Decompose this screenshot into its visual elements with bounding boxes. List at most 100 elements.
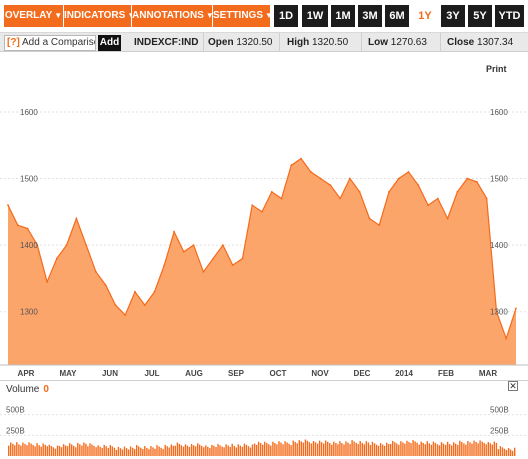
volume-bar bbox=[280, 442, 282, 456]
volume-bar bbox=[459, 440, 461, 456]
volume-bar bbox=[325, 440, 327, 456]
volume-bar bbox=[475, 441, 477, 456]
volume-bar bbox=[408, 442, 410, 456]
range-5y-button[interactable]: 5Y bbox=[468, 5, 492, 27]
volume-bar bbox=[144, 446, 146, 456]
volume-bar bbox=[306, 440, 309, 456]
volume-bar bbox=[361, 442, 363, 456]
volume-bar bbox=[260, 443, 262, 456]
volume-bar bbox=[310, 443, 313, 456]
price-chart[interactable]: 1300 1400 1500 1600 1300 1400 1500 1600 APR MAY… bbox=[0, 72, 528, 380]
volume-bar bbox=[140, 447, 142, 456]
x-tick-label: SEP bbox=[228, 369, 245, 378]
price-point bbox=[446, 217, 449, 220]
volume-bar bbox=[457, 444, 459, 456]
print-link[interactable]: Print bbox=[486, 64, 507, 74]
add-comparison-button[interactable]: Add bbox=[98, 35, 121, 51]
range-1y-button[interactable]: 1Y bbox=[412, 5, 438, 27]
price-point bbox=[182, 250, 185, 253]
volume-bar bbox=[28, 442, 30, 456]
volume-bar bbox=[422, 442, 424, 456]
volume-bar bbox=[87, 446, 89, 456]
range-1m-button[interactable]: 1M bbox=[331, 5, 355, 27]
range-ytd-button[interactable]: YTD bbox=[495, 5, 524, 27]
volume-bar bbox=[302, 442, 304, 456]
volume-bar bbox=[77, 442, 79, 456]
volume-bar bbox=[353, 441, 355, 456]
volume-bar bbox=[262, 444, 264, 456]
indicators-menu-button[interactable]: INDICATORS▼ bbox=[64, 5, 135, 27]
price-point bbox=[7, 204, 9, 207]
volume-bar bbox=[300, 441, 302, 456]
volume-bar bbox=[34, 446, 36, 456]
volume-bar bbox=[14, 445, 16, 456]
volume-bar bbox=[95, 447, 97, 456]
settings-menu-button[interactable]: SETTINGS ▼ bbox=[213, 5, 273, 27]
price-point bbox=[290, 164, 293, 167]
comparison-input[interactable]: [?] Add a Comparison bbox=[4, 35, 96, 51]
volume-bar bbox=[93, 445, 95, 456]
volume-bar bbox=[493, 441, 495, 456]
overlay-menu-button[interactable]: OVERLAY ▼ bbox=[4, 5, 63, 27]
range-1d-button[interactable]: 1D bbox=[274, 5, 298, 27]
x-tick-label: JUL bbox=[144, 369, 159, 378]
close-icon[interactable]: ✕ bbox=[508, 381, 518, 391]
volume-bar bbox=[203, 447, 205, 456]
range-3y-button[interactable]: 3Y bbox=[441, 5, 465, 27]
volume-bar bbox=[166, 446, 168, 456]
volume-bar bbox=[465, 444, 467, 456]
price-point bbox=[466, 177, 469, 180]
price-point bbox=[65, 244, 68, 247]
y-tick-label: 1400 bbox=[490, 241, 508, 250]
volume-bar bbox=[388, 444, 390, 456]
volume-bar bbox=[420, 441, 422, 456]
volume-bar bbox=[410, 443, 412, 456]
volume-bar bbox=[351, 440, 353, 456]
volume-bar bbox=[241, 446, 244, 456]
volume-bar bbox=[400, 441, 402, 456]
volume-bar bbox=[418, 444, 420, 456]
volume-bar bbox=[201, 445, 203, 456]
volume-bar bbox=[379, 443, 382, 456]
help-icon[interactable]: [?] bbox=[7, 37, 20, 48]
volume-bar bbox=[12, 443, 14, 456]
volume-bar bbox=[386, 442, 388, 456]
volume-bar bbox=[440, 442, 443, 456]
volume-bar bbox=[412, 440, 414, 456]
volume-bar bbox=[148, 449, 150, 456]
open-value: 1320.50 bbox=[236, 37, 273, 48]
volume-bar bbox=[371, 441, 374, 456]
price-point bbox=[192, 244, 195, 247]
range-6m-button[interactable]: 6M bbox=[385, 5, 409, 27]
volume-bar bbox=[60, 447, 63, 456]
annotations-menu-button[interactable]: ANNOTATIONS ▼ bbox=[132, 5, 214, 27]
volume-bar bbox=[64, 445, 67, 456]
range-1w-button[interactable]: 1W bbox=[302, 5, 328, 27]
volume-bar bbox=[233, 446, 235, 456]
chevron-down-icon: ▼ bbox=[127, 11, 135, 20]
volume-bar bbox=[20, 445, 22, 456]
volume-bar bbox=[180, 445, 183, 456]
overlay-label: OVERLAY bbox=[4, 10, 53, 21]
volume-bar bbox=[225, 444, 227, 456]
volume-bar bbox=[505, 450, 508, 456]
volume-bar bbox=[85, 443, 87, 456]
volume-bar bbox=[296, 443, 298, 456]
volume-bar bbox=[75, 447, 77, 456]
price-point bbox=[231, 264, 234, 266]
volume-bar bbox=[237, 444, 239, 456]
volume-bar bbox=[257, 441, 260, 456]
volume-bar bbox=[347, 442, 349, 456]
volume-bar bbox=[227, 445, 229, 456]
volume-bar bbox=[62, 444, 65, 456]
chevron-down-icon: ▼ bbox=[54, 11, 63, 20]
range-3m-button[interactable]: 3M bbox=[358, 5, 382, 27]
price-point bbox=[417, 184, 420, 187]
volume-bar bbox=[288, 443, 290, 456]
price-point bbox=[55, 257, 58, 260]
low-value: 1270.63 bbox=[390, 37, 427, 48]
volume-bar bbox=[188, 447, 191, 456]
volume-bar bbox=[323, 443, 325, 456]
price-point bbox=[143, 304, 146, 306]
volume-bar bbox=[152, 447, 154, 456]
